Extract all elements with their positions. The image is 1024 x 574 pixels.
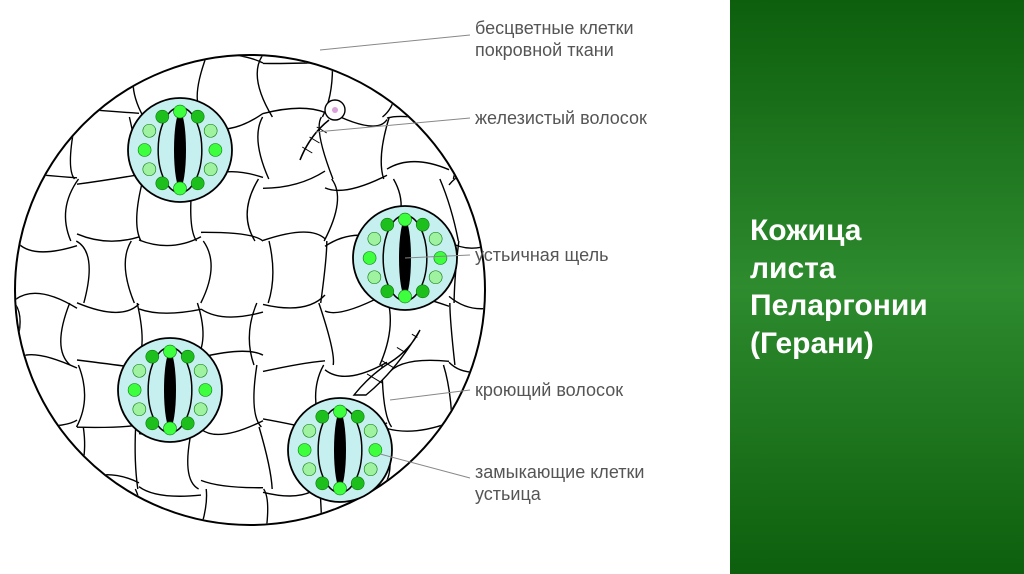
diagram-panel: бесцветные клеткипокровной ткани железист… (0, 0, 730, 574)
title-panel: КожицалистаПеларгонии(Герани) (730, 0, 1024, 574)
slide-title: КожицалистаПеларгонии(Герани) (750, 212, 928, 362)
diagram-label: замыкающие клеткиустьица (475, 462, 644, 505)
diagram-label: бесцветные клеткипокровной ткани (475, 18, 634, 61)
diagram-label: кроющий волосок (475, 380, 623, 402)
diagram-label: устьичная щель (475, 245, 608, 267)
diagram-label: железистый волосок (475, 108, 647, 130)
